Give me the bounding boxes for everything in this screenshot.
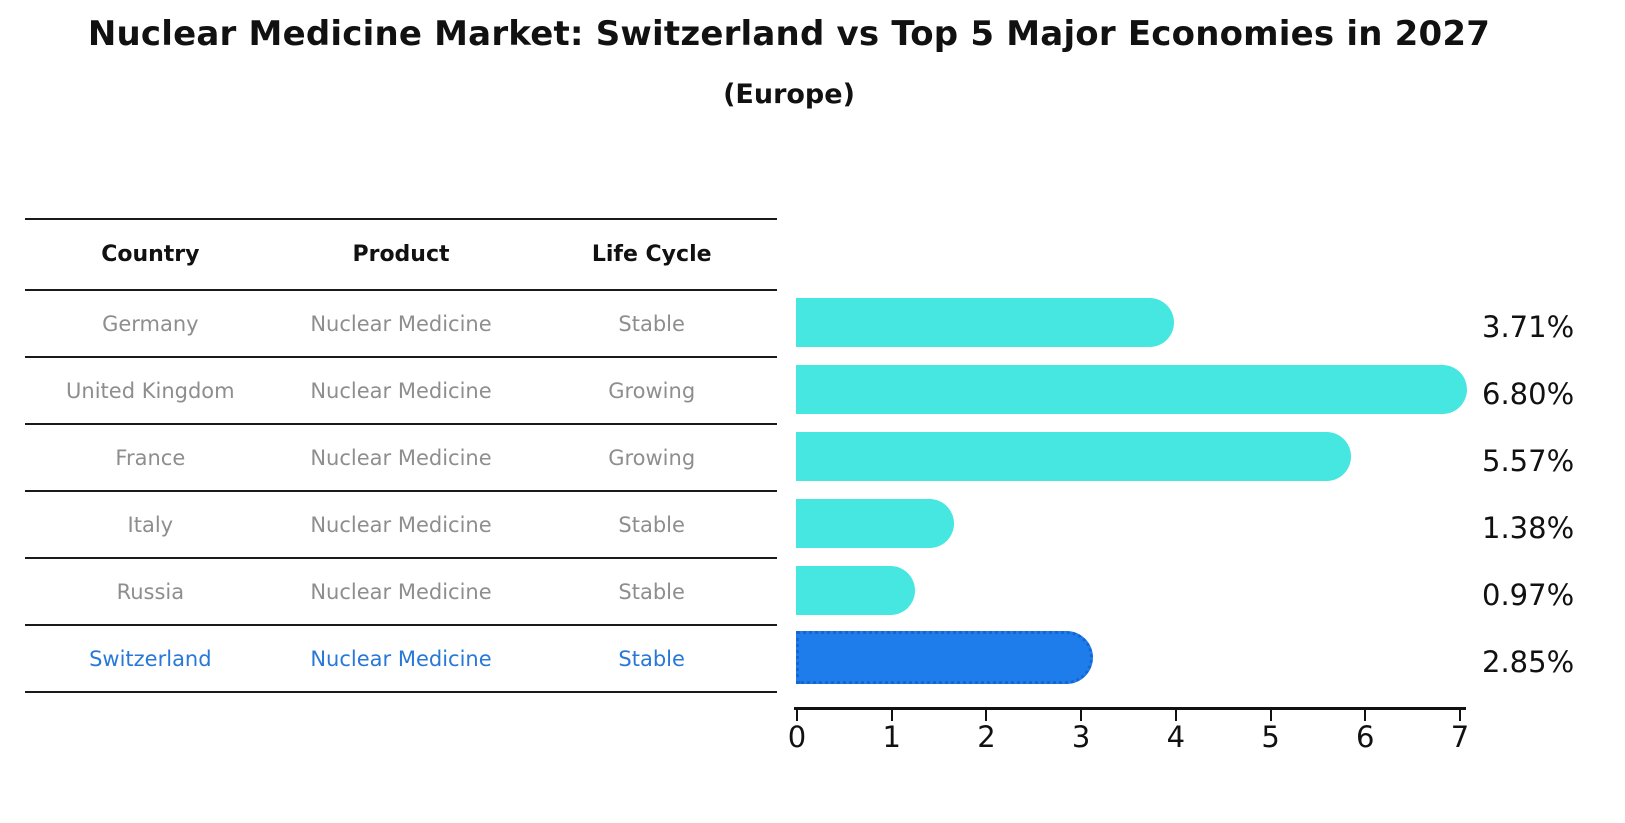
value-label-italy: 1.38%: [1482, 510, 1575, 545]
chart-subtitle: (Europe): [723, 79, 855, 110]
bar-row: [796, 289, 1459, 356]
table-row-france: France Nuclear Medicine Growing: [25, 425, 777, 492]
table-row-italy: Italy Nuclear Medicine Stable: [25, 492, 777, 559]
x-axis-tick: [796, 710, 798, 721]
x-axis-tick: [890, 710, 893, 721]
lifecycle-cell: Stable: [618, 311, 685, 336]
value-label-united-kingdom: 6.80%: [1482, 376, 1575, 411]
x-axis-tick-label: 1: [882, 720, 901, 754]
x-axis-tick: [985, 710, 988, 721]
x-axis-tick-label: 0: [787, 720, 807, 754]
x-axis-tick-label: 2: [977, 720, 996, 754]
country-cell: Germany: [102, 311, 199, 336]
value-label-russia: 0.97%: [1482, 577, 1575, 612]
bar-united-kingdom: [796, 365, 1468, 414]
bar-france: [796, 432, 1351, 481]
x-axis-tick-label: 4: [1166, 720, 1186, 754]
x-axis-tick: [1269, 710, 1272, 721]
bar-russia: [796, 566, 915, 615]
x-axis-tick: [1459, 710, 1461, 721]
bar-row: [796, 624, 1459, 691]
country-cell: Italy: [127, 512, 174, 537]
column-header-lifecycle: Life Cycle: [591, 242, 712, 267]
product-cell: Nuclear Medicine: [310, 311, 492, 336]
country-cell: Russia: [116, 579, 185, 604]
x-axis-tick-label: 5: [1261, 720, 1280, 754]
value-label-germany: 3.71%: [1482, 309, 1575, 344]
x-axis-tick-label: 6: [1356, 720, 1375, 754]
bar-switzerland: [796, 631, 1093, 684]
lifecycle-cell: Growing: [608, 445, 696, 470]
value-label-france: 5.57%: [1482, 443, 1575, 478]
table-row-germany: Germany Nuclear Medicine Stable: [25, 291, 777, 358]
product-cell: Nuclear Medicine: [310, 512, 492, 537]
bar-row: [796, 356, 1468, 423]
lifecycle-cell: Stable: [618, 579, 685, 604]
product-cell: Nuclear Medicine: [310, 579, 492, 604]
bar-germany: [796, 298, 1175, 347]
country-cell: France: [115, 445, 186, 470]
bar-row: [796, 490, 1459, 557]
product-cell: Nuclear Medicine: [310, 646, 492, 671]
product-cell: Nuclear Medicine: [310, 445, 492, 470]
bar-row: [796, 557, 1459, 624]
table-header-row: Country Product Life Cycle: [25, 218, 777, 291]
table-row-switzerland: Switzerland Nuclear Medicine Stable: [25, 626, 777, 693]
x-axis-tick: [1080, 710, 1083, 721]
table-row-united-kingdom: United Kingdom Nuclear Medicine Growing: [25, 358, 777, 425]
x-axis-tick: [1364, 710, 1367, 721]
lifecycle-cell: Growing: [608, 378, 696, 403]
lifecycle-cell: Stable: [618, 512, 685, 537]
column-header-country: Country: [101, 242, 200, 267]
country-cell: Switzerland: [89, 646, 212, 671]
value-label-switzerland: 2.85%: [1482, 644, 1575, 679]
x-axis: [794, 707, 1466, 710]
bar-row: [796, 423, 1459, 490]
lifecycle-cell: Stable: [618, 646, 685, 671]
country-table: Country Product Life Cycle Germany Nuclea…: [25, 218, 777, 693]
table-row-russia: Russia Nuclear Medicine Stable: [25, 559, 777, 626]
chart-title: Nuclear Medicine Market: Switzerland vs …: [87, 14, 1491, 54]
country-cell: United Kingdom: [66, 378, 235, 403]
column-header-product: Product: [352, 242, 450, 267]
x-axis-tick-label: 7: [1450, 720, 1470, 754]
x-axis-tick: [1174, 710, 1177, 721]
bar-italy: [796, 499, 954, 548]
x-axis-tick-label: 3: [1071, 720, 1091, 754]
bar-plot: [796, 289, 1468, 691]
product-cell: Nuclear Medicine: [310, 378, 492, 403]
